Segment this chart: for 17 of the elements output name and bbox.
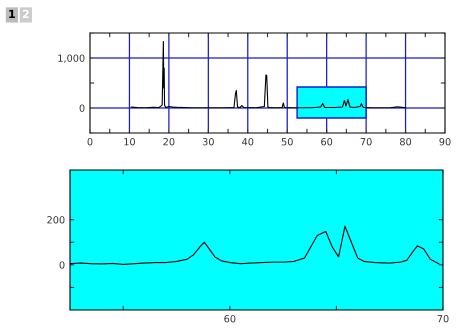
x-tick-label: 90 [439, 138, 451, 146]
y-tick-label: 1,000 [58, 54, 84, 63]
x-tick-label: 30 [202, 138, 214, 146]
x-tick-label: 60 [224, 315, 236, 322]
x-tick-label: 40 [242, 138, 254, 146]
x-tick-label: 80 [400, 138, 412, 146]
x-tick-label: 10 [124, 138, 135, 146]
x-tick-label: 20 [163, 138, 174, 146]
text: 1 [9, 10, 15, 18]
x-tick-label: 70 [360, 138, 372, 146]
y-tick-label: 200 [47, 216, 64, 224]
line-series [130, 40, 406, 108]
x-tick-label: 50 [282, 138, 293, 146]
x-tick-label: 70 [438, 315, 449, 322]
x-tick-label: 0 [88, 138, 92, 146]
y-tick-label: 0 [60, 261, 64, 269]
x-tick-label: 60 [321, 138, 332, 146]
